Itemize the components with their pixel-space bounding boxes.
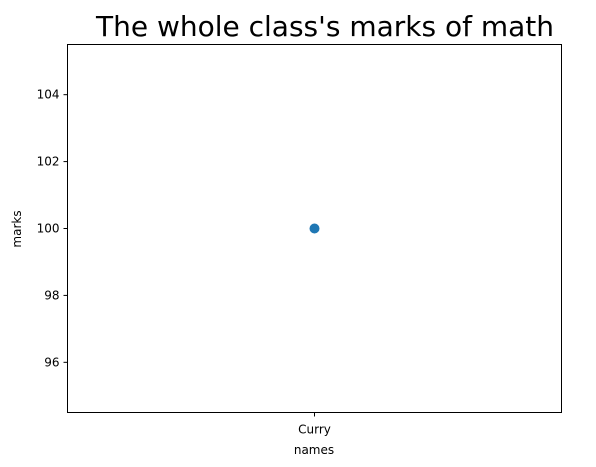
- y-tick-label: 96: [44, 355, 59, 369]
- y-tick-label: 104: [37, 88, 60, 102]
- x-axis-ticks: Curry: [298, 412, 331, 437]
- y-axis-label: marks: [10, 210, 24, 247]
- y-tick-label: 102: [37, 155, 60, 169]
- data-points: [309, 223, 320, 234]
- y-axis-ticks: 96 98 100 102 104: [37, 88, 68, 369]
- data-point: [309, 223, 320, 234]
- y-tick-label: 98: [44, 288, 59, 302]
- x-axis-label: names: [294, 443, 334, 457]
- chart-title: The whole class's marks of math: [95, 10, 554, 43]
- y-tick-label: 100: [37, 222, 60, 236]
- x-tick-label: Curry: [298, 423, 331, 437]
